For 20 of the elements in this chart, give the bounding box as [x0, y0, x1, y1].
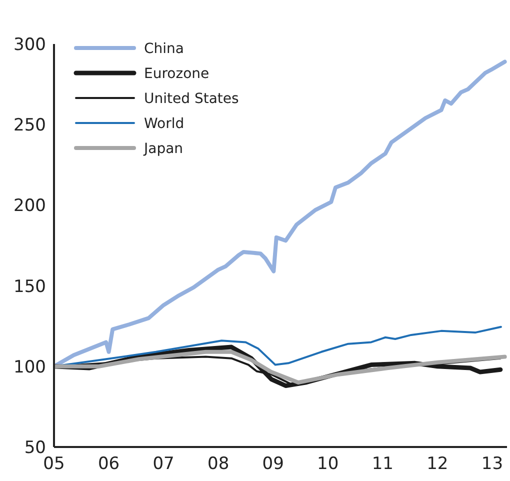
legend-label: Japan [143, 140, 184, 157]
legend-label: United States [144, 90, 239, 107]
x-tick-label: 09 [262, 454, 284, 474]
x-tick-label: 07 [152, 454, 174, 474]
x-tick-label: 08 [208, 454, 230, 474]
x-tick-label: 05 [43, 454, 65, 474]
legend-label: Eurozone [144, 66, 210, 82]
x-tick-label: 10 [317, 454, 339, 474]
y-tick-label: 50 [24, 438, 46, 458]
legend-label: World [144, 116, 184, 132]
y-tick-label: 150 [14, 276, 46, 297]
x-tick-label: 13 [481, 454, 504, 474]
y-tick-label: 300 [14, 34, 46, 55]
y-tick-label: 250 [14, 116, 46, 136]
x-tick-label: 06 [98, 454, 120, 474]
legend-label: China [144, 40, 184, 57]
x-tick-label: 11 [372, 454, 394, 474]
y-tick-label: 200 [14, 196, 46, 216]
x-tick-label: 12 [426, 454, 448, 474]
y-tick-label: 100 [14, 357, 46, 378]
